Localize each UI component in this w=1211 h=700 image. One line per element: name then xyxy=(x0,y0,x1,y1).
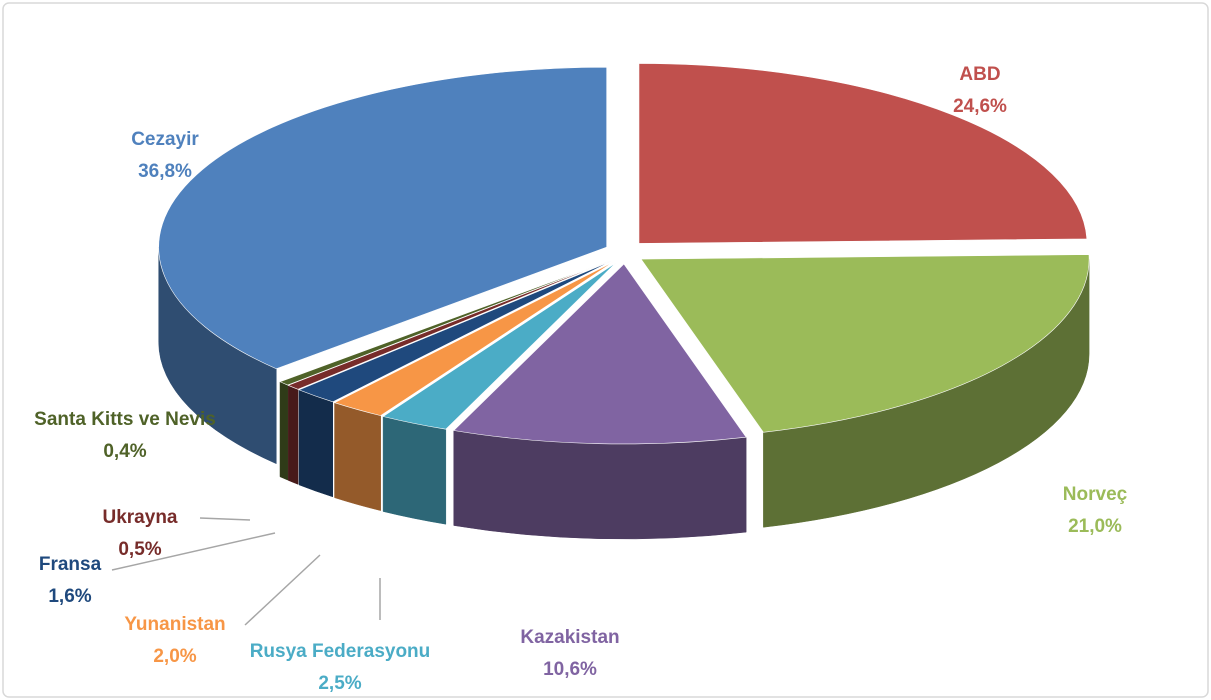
category-label: Cezayir xyxy=(131,129,199,150)
category-label: Santa Kitts ve Nevis xyxy=(34,409,216,430)
value-label: 0,5% xyxy=(118,539,161,560)
slice-wall xyxy=(287,384,299,485)
slice xyxy=(382,262,617,430)
slice xyxy=(298,260,612,403)
slice-wall xyxy=(453,430,747,540)
pie-tops xyxy=(158,63,1090,445)
slice-wall xyxy=(334,402,381,511)
slice xyxy=(158,66,607,370)
value-label: 36,8% xyxy=(138,161,192,182)
leader-line xyxy=(199,517,251,521)
value-label: 2,5% xyxy=(318,673,361,694)
slice xyxy=(333,261,614,416)
category-label: Fransa xyxy=(39,554,102,575)
value-label: 1,6% xyxy=(48,586,91,607)
category-label: Norveç xyxy=(1063,484,1128,505)
leader-line xyxy=(111,532,276,571)
value-label: 24,6% xyxy=(953,96,1007,117)
leader-line xyxy=(244,554,321,626)
category-label: ABD xyxy=(959,64,1000,85)
slice-wall xyxy=(279,381,288,481)
value-label: 10,6% xyxy=(543,659,597,680)
value-label: 0,4% xyxy=(103,441,146,462)
pie-walls xyxy=(158,247,1090,540)
category-label: Ukrayna xyxy=(103,507,178,528)
slice xyxy=(279,259,611,386)
category-label: Yunanistan xyxy=(124,614,225,635)
value-label: 2,0% xyxy=(153,646,196,667)
slice-wall xyxy=(298,389,334,498)
category-label: Kazakistan xyxy=(520,627,619,648)
value-label: 21,0% xyxy=(1068,516,1122,537)
pie-labels: ABD 24,6% Norveç 21,0% Kazakistan 10,6% Rusya … xyxy=(34,64,1127,694)
slice xyxy=(287,260,611,390)
slice xyxy=(638,63,1088,244)
slice xyxy=(453,263,747,445)
category-label: Rusya Federasyonu xyxy=(250,641,431,662)
slice xyxy=(640,254,1090,433)
slice-wall xyxy=(382,416,447,525)
